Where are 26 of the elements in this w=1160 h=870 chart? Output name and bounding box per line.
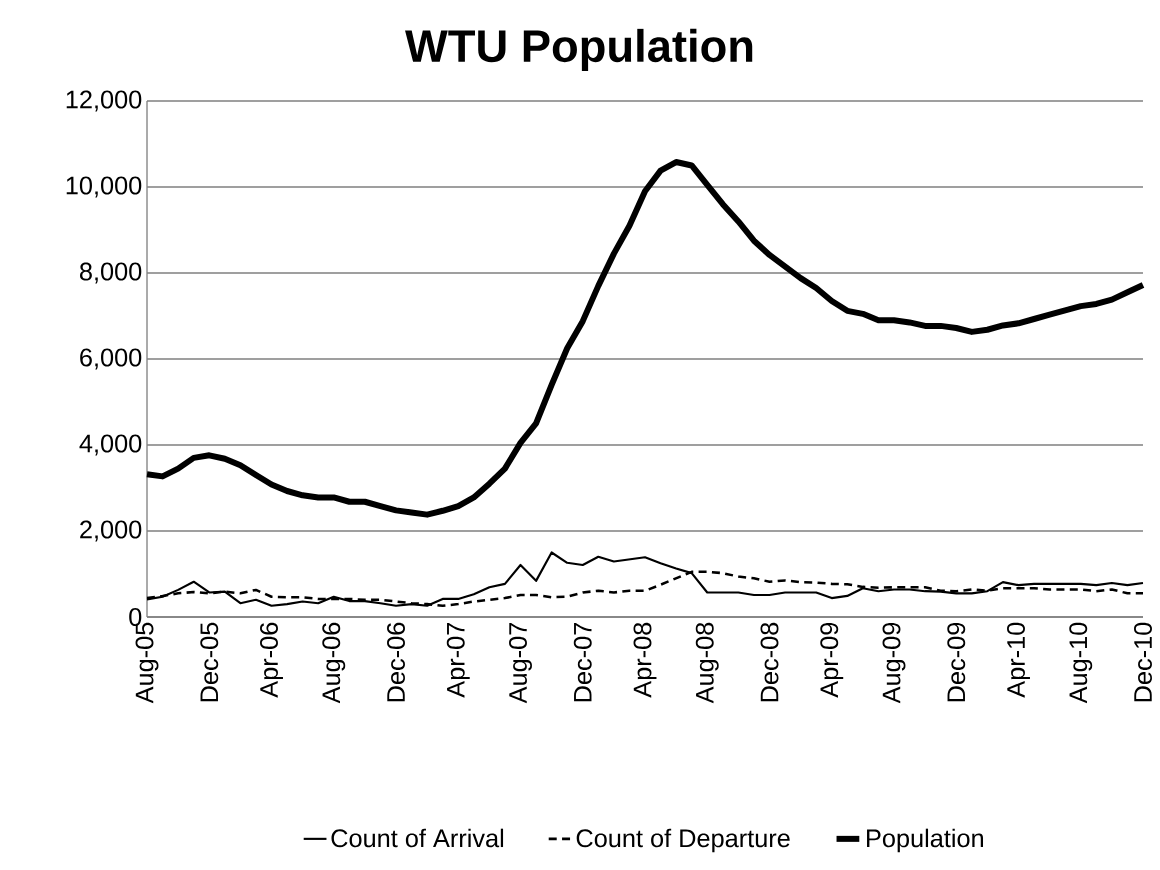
x-tick-label: Aug-07 <box>509 622 532 704</box>
chart-title: WTU Population <box>405 28 753 72</box>
legend-label: Population <box>867 828 984 853</box>
legend-label: Count of Departure <box>576 828 790 853</box>
x-tick-label: Apr-09 <box>820 622 844 698</box>
x-tick-label: Dec-06 <box>387 622 405 702</box>
x-tick-label: Aug-08 <box>695 622 719 704</box>
legend-label: Count of Arrival <box>331 828 504 848</box>
x-tick-label: Aug-10 <box>1069 622 1093 704</box>
y-tick-label: 6,000 <box>80 348 142 370</box>
x-tick-label: Dec-08 <box>760 622 779 702</box>
x-tick-label: Apr-10 <box>1007 622 1030 698</box>
x-tick-label: Apr-08 <box>633 622 657 698</box>
x-tick-label: Dec-10 <box>1134 622 1152 702</box>
x-tick-label: Aug-09 <box>882 622 906 704</box>
x-tick-label: Aug-06 <box>322 622 346 704</box>
y-tick-label: 2,000 <box>80 520 142 542</box>
x-tick-label: Apr-07 <box>446 622 470 698</box>
x-tick-label: Dec-09 <box>947 622 966 702</box>
y-tick-label: 10,000 <box>66 176 142 198</box>
x-tick-label: Apr-06 <box>260 622 283 698</box>
y-tick-label: 4,000 <box>79 434 142 456</box>
x-tick-label: Dec-05 <box>200 622 219 702</box>
y-tick-label: 8,000 <box>80 262 142 284</box>
x-tick-label: Dec-07 <box>573 622 592 702</box>
y-tick-label: 12,000 <box>66 90 142 112</box>
